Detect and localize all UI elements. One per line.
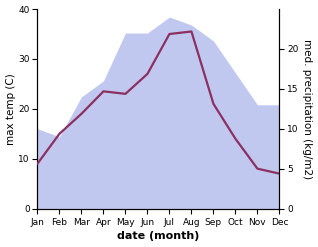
Y-axis label: max temp (C): max temp (C) <box>5 73 16 145</box>
Y-axis label: med. precipitation (kg/m2): med. precipitation (kg/m2) <box>302 39 313 179</box>
X-axis label: date (month): date (month) <box>117 231 200 242</box>
